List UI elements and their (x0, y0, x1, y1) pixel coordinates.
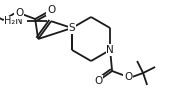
Text: H₂N: H₂N (4, 16, 23, 26)
Text: O: O (15, 8, 23, 18)
Text: O: O (94, 76, 102, 86)
Text: N: N (106, 45, 114, 55)
Text: O: O (47, 5, 55, 15)
Text: O: O (124, 72, 132, 82)
Text: S: S (69, 23, 75, 33)
